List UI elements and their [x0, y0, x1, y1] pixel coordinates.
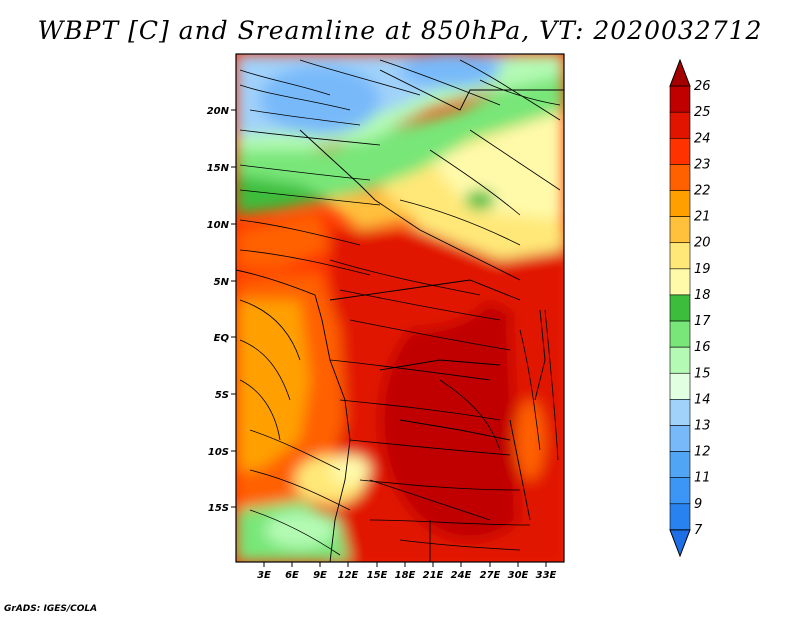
- colorbar-label: 9: [694, 497, 702, 512]
- lon-label: 12E: [338, 570, 359, 581]
- colorbar-label: 14: [694, 392, 711, 407]
- colorbar-swatch: [669, 372, 691, 400]
- colorbar-swatch: [669, 477, 691, 505]
- lat-label: 15N: [207, 163, 230, 174]
- colorbar-label: 20: [694, 236, 711, 251]
- colorbar-label: 19: [694, 262, 711, 277]
- lon-label: 18E: [395, 570, 416, 581]
- colorbar-label: 7: [694, 523, 703, 538]
- colorbar-swatch: [669, 346, 691, 374]
- colorbar-swatch: [669, 190, 691, 217]
- colorbar-label: 17: [694, 314, 711, 329]
- colorbar-swatch: [669, 451, 691, 478]
- lon-label: 24E: [451, 570, 472, 581]
- colorbar-label: 22: [694, 184, 711, 199]
- colorbar-label: 15: [694, 366, 711, 381]
- colorbar-swatch: [669, 268, 691, 296]
- colorbar-swatch: [669, 294, 691, 322]
- chart-title: WBPT [C] and Sreamline at 850hPa, VT: 20…: [37, 16, 763, 45]
- streamlines: [239, 59, 561, 556]
- colorbar-swatch: [669, 242, 691, 270]
- lon-label: 30E: [508, 570, 529, 581]
- wbpt-field: [236, 54, 564, 562]
- lat-label: 15S: [208, 503, 229, 514]
- lon-label: 15E: [367, 570, 388, 581]
- colorbar-label: 23: [694, 157, 711, 172]
- colorbar-label: 12: [694, 445, 711, 460]
- lat-label: EQ: [214, 333, 230, 344]
- longitude-axis: 3E 6E 9E 12E 15E 18E 21E 24E 27E 30E 33E: [257, 562, 557, 581]
- lon-label: 27E: [480, 570, 501, 581]
- colorbar-label: 21: [694, 210, 711, 225]
- colorbar-label: 26: [694, 79, 711, 94]
- colorbar-swatch: [669, 320, 691, 348]
- colorbar-label: 13: [694, 418, 711, 433]
- colorbar-swatch: [669, 216, 691, 244]
- colorbar-label: 24: [694, 131, 711, 146]
- lat-label: 5S: [215, 390, 229, 401]
- colorbar-swatch: [669, 164, 691, 191]
- lon-label: 33E: [536, 570, 557, 581]
- lat-label: 5N: [214, 277, 230, 288]
- lon-label: 9E: [313, 570, 327, 581]
- colorbar-bottom-arrow: [669, 529, 691, 558]
- colorbar-label: 11: [694, 471, 711, 486]
- lat-label: 20N: [207, 106, 230, 117]
- grads-credit: GrADS: IGES/COLA: [4, 604, 98, 614]
- colorbar-label: 16: [694, 340, 711, 355]
- lat-label: 10S: [208, 447, 229, 458]
- map-frame: [235, 53, 565, 563]
- colorbar-swatch: [669, 85, 691, 113]
- colorbar: 26 25 24 23 22 21 20 19 18 17 16 15 14 13 12 11 9 7: [669, 58, 711, 558]
- colorbar-swatch: [669, 138, 691, 165]
- colorbar-label: 18: [694, 288, 711, 303]
- colorbar-label: 25: [694, 105, 711, 120]
- colorbar-swatch: [669, 399, 691, 426]
- colorbar-swatch: [669, 503, 691, 531]
- latitude-axis: 20N 15N 10N 5N EQ 5S 10S 15S: [207, 106, 236, 514]
- colorbar-swatch: [669, 425, 691, 452]
- colorbar-top-arrow: [669, 58, 691, 87]
- lon-label: 6E: [285, 570, 299, 581]
- country-borders: [236, 69, 564, 562]
- colorbar-swatch: [669, 111, 691, 139]
- lon-label: 21E: [423, 570, 444, 581]
- lon-label: 3E: [257, 570, 271, 581]
- lat-label: 10N: [207, 220, 230, 231]
